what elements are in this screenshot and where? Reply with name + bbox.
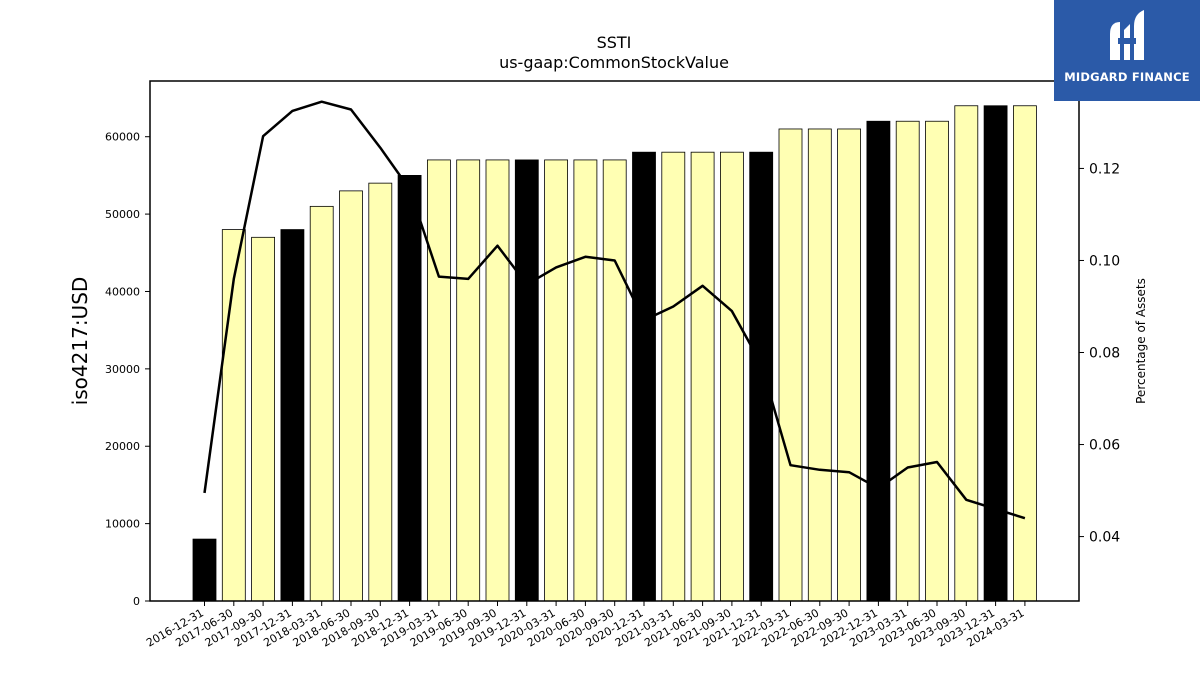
bar xyxy=(925,120,949,602)
bar xyxy=(602,159,627,602)
y-tick-label: 0 xyxy=(133,595,140,608)
y-tick-label: 40000 xyxy=(105,285,140,298)
chart-title: SSTI xyxy=(597,33,632,52)
bar xyxy=(837,128,861,602)
bar xyxy=(690,151,715,602)
bar xyxy=(397,175,422,602)
y-tick-label: 60000 xyxy=(105,131,140,144)
y-tick-label: 30000 xyxy=(105,363,140,376)
y-axis-label: iso4217:USD xyxy=(68,277,92,406)
bar xyxy=(514,159,539,602)
bar xyxy=(456,159,481,602)
bar xyxy=(368,182,393,602)
bar xyxy=(807,128,832,602)
bar xyxy=(895,120,920,602)
bar xyxy=(983,105,1008,602)
bar xyxy=(544,159,568,602)
y2-tick-label: 0.08 xyxy=(1089,346,1120,362)
y2-tick-label: 0.04 xyxy=(1089,530,1120,546)
bar xyxy=(720,151,744,602)
y2-tick-label: 0.12 xyxy=(1089,161,1120,177)
y2-tick-label: 0.06 xyxy=(1089,438,1120,454)
bar xyxy=(251,236,276,602)
x-axis: 2016-12-312017-06-302017-09-302017-12-31… xyxy=(144,601,1026,650)
bar xyxy=(1013,105,1037,602)
bar xyxy=(573,159,598,602)
bar xyxy=(485,159,510,602)
bar xyxy=(280,229,305,602)
bar xyxy=(749,151,774,602)
bar xyxy=(954,105,979,602)
line-series xyxy=(203,100,1026,520)
bar xyxy=(866,120,891,602)
series-line xyxy=(203,100,1026,520)
y-axis-left: 0 10000 20000 30000 40000 50000 60000 xyxy=(105,131,150,608)
brand-logo: MIDGARD FINANCE xyxy=(1054,0,1200,101)
y2-axis-label: Percentage of Assets xyxy=(1134,278,1148,404)
logo-mark-icon xyxy=(1110,10,1144,60)
logo-text: MIDGARD FINANCE xyxy=(1064,70,1190,84)
y2-tick-label: 0.10 xyxy=(1089,253,1120,269)
bar xyxy=(192,538,217,602)
bar xyxy=(661,151,686,602)
chart-subtitle: us-gaap:CommonStockValue xyxy=(499,53,729,72)
y-tick-label: 10000 xyxy=(105,518,140,531)
bar xyxy=(778,128,803,602)
y-tick-label: 20000 xyxy=(105,440,140,453)
y-tick-label: 50000 xyxy=(105,208,140,221)
bar xyxy=(309,205,334,602)
bar xyxy=(632,151,656,602)
bar xyxy=(426,159,451,602)
bars xyxy=(192,105,1037,602)
y-axis-right: 0.04 0.06 0.08 0.10 0.12 xyxy=(1079,161,1120,546)
bar xyxy=(339,190,363,602)
